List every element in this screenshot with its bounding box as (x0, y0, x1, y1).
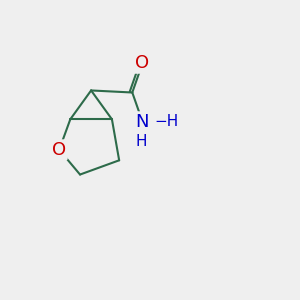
Text: H: H (136, 134, 147, 149)
Text: N: N (136, 113, 149, 131)
Text: O: O (135, 54, 150, 72)
Text: −H: −H (155, 114, 179, 129)
Text: O: O (52, 141, 66, 159)
